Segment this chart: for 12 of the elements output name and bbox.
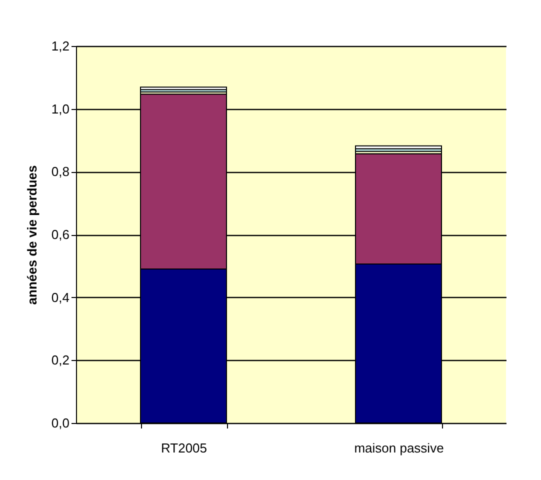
y-tick-label: 0,2 bbox=[51, 352, 70, 368]
y-tick-label: 0,6 bbox=[51, 227, 70, 242]
y-axis-title: années de vie perdues bbox=[24, 165, 40, 305]
y-tick-label: 1,0 bbox=[51, 101, 70, 116]
bar bbox=[355, 145, 442, 150]
y-tick-label: 0,8 bbox=[51, 164, 70, 180]
y-tick-label: 1,2 bbox=[51, 38, 70, 54]
y-tick-label: 0,4 bbox=[51, 290, 70, 305]
y-tick-label: 0,0 bbox=[51, 416, 70, 430]
bar bbox=[140, 86, 227, 90]
x-tick-label: RT2005 bbox=[160, 440, 208, 456]
x-tick-label: maison passive bbox=[354, 440, 444, 456]
